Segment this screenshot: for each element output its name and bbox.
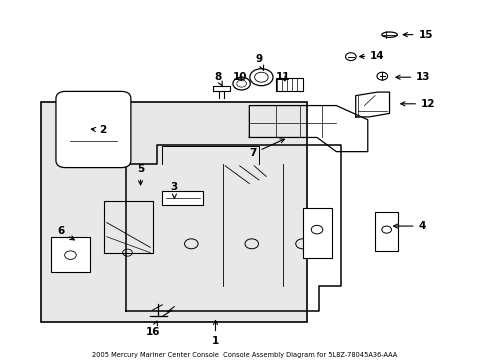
FancyBboxPatch shape xyxy=(162,192,203,205)
Text: 11: 11 xyxy=(275,72,290,82)
Text: 9: 9 xyxy=(255,54,263,70)
Text: 5: 5 xyxy=(137,165,144,185)
FancyBboxPatch shape xyxy=(275,78,302,91)
FancyBboxPatch shape xyxy=(302,208,331,258)
Text: 16: 16 xyxy=(145,321,160,337)
FancyBboxPatch shape xyxy=(41,102,307,322)
Text: 12: 12 xyxy=(400,99,435,109)
Text: 2005 Mercury Mariner Center Console  Console Assembly Diagram for 5L8Z-78045A36-: 2005 Mercury Mariner Center Console Cons… xyxy=(92,352,396,358)
Text: 1: 1 xyxy=(211,320,219,346)
Text: 14: 14 xyxy=(359,51,384,61)
Text: 4: 4 xyxy=(393,221,425,231)
FancyBboxPatch shape xyxy=(374,212,397,251)
Text: 6: 6 xyxy=(57,226,74,240)
Text: 13: 13 xyxy=(395,72,430,82)
Text: 3: 3 xyxy=(170,182,178,198)
Text: 10: 10 xyxy=(232,72,246,82)
Text: 8: 8 xyxy=(214,72,222,86)
Text: 2: 2 xyxy=(91,125,106,135)
FancyBboxPatch shape xyxy=(51,237,90,272)
Text: 7: 7 xyxy=(249,139,284,158)
FancyBboxPatch shape xyxy=(56,91,131,168)
Text: 15: 15 xyxy=(403,30,432,40)
